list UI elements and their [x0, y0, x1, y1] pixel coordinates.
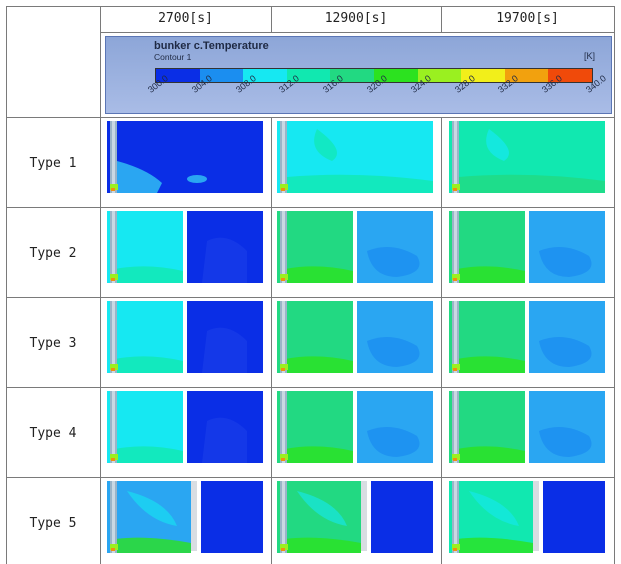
grid-line: [6, 387, 614, 388]
grid-line: [6, 477, 614, 478]
grid-line: [6, 6, 614, 7]
grid-line: [6, 6, 7, 564]
legend-title: bunker c.Temperature: [154, 40, 269, 52]
contour-image-type-1-col-1: [107, 121, 263, 193]
contour-image-type-5-col-3: [449, 481, 605, 553]
legend-swatch: [373, 69, 418, 82]
legend-tick-label: 300.0: [146, 73, 170, 95]
row-label-type-5: Type 5: [29, 516, 77, 531]
column-header-19700: 19700[s]: [496, 11, 559, 26]
column-header-12900: 12900[s]: [324, 11, 388, 26]
row-label-type-1: Type 1: [29, 156, 77, 171]
contour-image-type-3-col-2: [277, 301, 433, 373]
contour-image-type-1-col-2: [277, 121, 433, 193]
row-label-type-3: Type 3: [29, 336, 77, 351]
grid-line: [614, 6, 615, 564]
contour-image-type-4-col-2: [277, 391, 433, 463]
contour-image-type-4-col-1: [107, 391, 263, 463]
legend-swatch: [548, 69, 592, 82]
contour-image-type-5-col-2: [277, 481, 433, 553]
legend-swatch: [504, 69, 549, 82]
grid-line: [441, 117, 442, 564]
legend-swatch: [199, 69, 244, 82]
grid-line: [6, 117, 614, 118]
grid-line: [441, 6, 442, 32]
row-label-type-4: Type 4: [29, 426, 77, 441]
legend-swatch: [156, 69, 200, 82]
contour-image-type-2-col-2: [277, 211, 433, 283]
legend-swatch: [461, 69, 505, 82]
legend-swatch: [286, 69, 331, 82]
legend-color-bar: [155, 68, 593, 83]
contour-image-type-3-col-1: [107, 301, 263, 373]
legend-swatch: [330, 69, 374, 82]
grid-line: [100, 6, 101, 564]
contour-image-type-2-col-1: [107, 211, 263, 283]
contour-image-type-2-col-3: [449, 211, 605, 283]
grid-line: [6, 297, 614, 298]
temperature-legend: bunker c.Temperature Contour 1 [K] 300.0…: [105, 36, 612, 114]
row-label-type-2: Type 2: [29, 246, 77, 261]
grid-line: [271, 6, 272, 32]
contour-image-type-5-col-1: [107, 481, 263, 553]
legend-subtitle: Contour 1: [154, 52, 192, 62]
contour-image-type-3-col-3: [449, 301, 605, 373]
legend-swatch: [243, 69, 287, 82]
contour-image-type-4-col-3: [449, 391, 605, 463]
contour-image-type-1-col-3: [449, 121, 605, 193]
grid-line: [6, 207, 614, 208]
legend-unit: [K]: [583, 51, 595, 61]
legend-swatch: [417, 69, 462, 82]
grid-line: [271, 117, 272, 564]
column-header-2700: 2700[s]: [158, 11, 213, 26]
grid-line: [100, 32, 614, 33]
